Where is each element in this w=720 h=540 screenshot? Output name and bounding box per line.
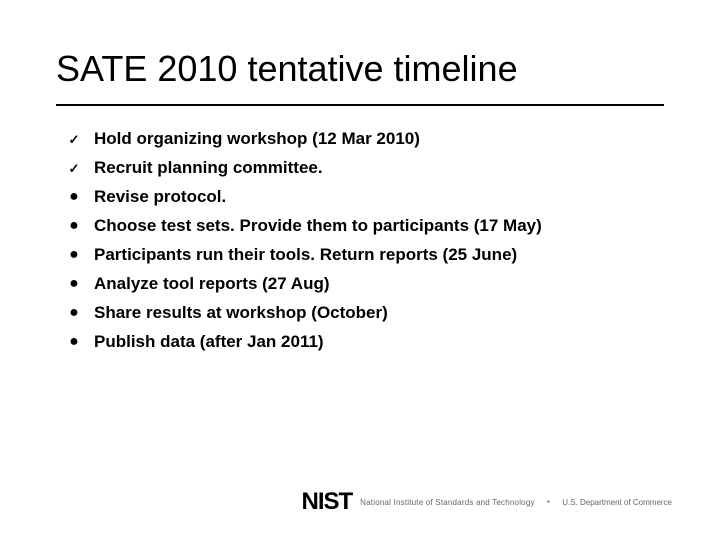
list-item: ● Share results at workshop (October) <box>64 302 664 325</box>
list-item: ● Participants run their tools. Return r… <box>64 244 664 267</box>
bullet-icon: ● <box>64 186 84 208</box>
footer: NIST National Institute of Standards and… <box>302 488 673 516</box>
footer-department: U.S. Department of Commerce <box>562 498 672 507</box>
check-icon: ✓ <box>64 160 84 178</box>
bullet-text: Hold organizing workshop (12 Mar 2010) <box>94 128 420 151</box>
list-item: ● Analyze tool reports (27 Aug) <box>64 273 664 296</box>
bullet-text: Choose test sets. Provide them to partic… <box>94 215 542 238</box>
footer-separator: • <box>547 497 551 508</box>
list-item: ● Revise protocol. <box>64 186 664 209</box>
bullet-text: Analyze tool reports (27 Aug) <box>94 273 330 296</box>
bullet-icon: ● <box>64 331 84 353</box>
slide: SATE 2010 tentative timeline ✓ Hold orga… <box>0 0 720 354</box>
list-item: ● Choose test sets. Provide them to part… <box>64 215 664 238</box>
bullet-text: Publish data (after Jan 2011) <box>94 331 324 354</box>
slide-title: SATE 2010 tentative timeline <box>56 48 664 106</box>
list-item: ✓ Hold organizing workshop (12 Mar 2010) <box>64 128 664 151</box>
check-icon: ✓ <box>64 131 84 149</box>
list-item: ● Publish data (after Jan 2011) <box>64 331 664 354</box>
logo-text: NIST <box>302 488 353 516</box>
bullet-icon: ● <box>64 215 84 237</box>
list-item: ✓ Recruit planning committee. <box>64 157 664 180</box>
bullet-list: ✓ Hold organizing workshop (12 Mar 2010)… <box>56 128 664 354</box>
bullet-text: Share results at workshop (October) <box>94 302 388 325</box>
bullet-icon: ● <box>64 244 84 266</box>
bullet-text: Revise protocol. <box>94 186 226 209</box>
bullet-text: Participants run their tools. Return rep… <box>94 244 517 267</box>
bullet-icon: ● <box>64 273 84 295</box>
bullet-icon: ● <box>64 302 84 324</box>
bullet-text: Recruit planning committee. <box>94 157 323 180</box>
logo-subtitle: National Institute of Standards and Tech… <box>360 498 535 507</box>
nist-logo: NIST National Institute of Standards and… <box>302 488 535 516</box>
